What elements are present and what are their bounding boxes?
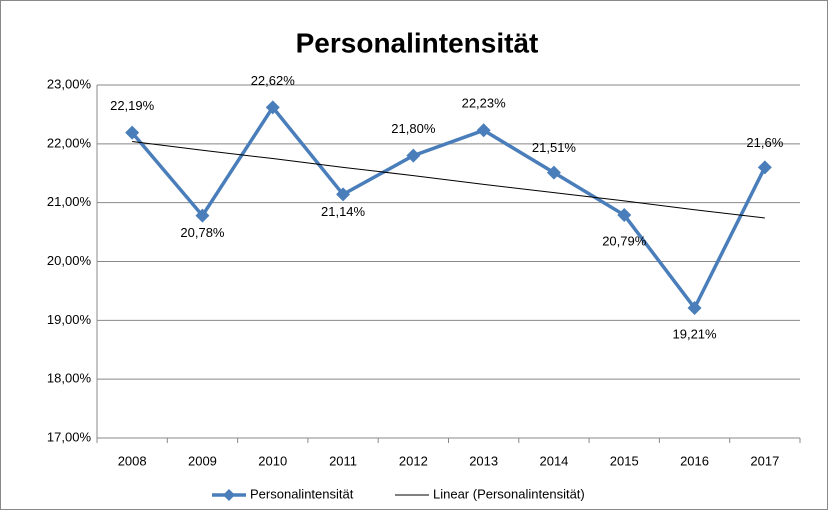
y-tick-label: 21,00% bbox=[47, 194, 92, 209]
y-tick-label: 20,00% bbox=[47, 253, 92, 268]
data-label: 22,23% bbox=[462, 96, 507, 111]
y-tick-label: 22,00% bbox=[47, 135, 92, 150]
x-tick-label: 2008 bbox=[118, 453, 147, 468]
marker bbox=[195, 208, 210, 223]
x-tick-label: 2009 bbox=[188, 453, 217, 468]
data-label: 21,51% bbox=[532, 140, 577, 155]
marker bbox=[476, 123, 491, 138]
data-label: 21,80% bbox=[391, 121, 436, 136]
marker bbox=[265, 100, 280, 115]
data-label: 21,6% bbox=[746, 135, 783, 150]
x-tick-label: 2016 bbox=[680, 453, 709, 468]
x-tick-label: 2011 bbox=[329, 453, 357, 468]
data-label: 20,79% bbox=[602, 233, 647, 248]
x-tick-label: 2013 bbox=[469, 453, 498, 468]
data-label: 20,78% bbox=[180, 225, 225, 240]
marker bbox=[406, 148, 421, 163]
marker bbox=[546, 165, 561, 180]
marker bbox=[617, 208, 632, 223]
data-line bbox=[130, 104, 767, 312]
y-tick-label: 19,00% bbox=[47, 312, 92, 327]
legend-marker bbox=[223, 489, 235, 501]
marker bbox=[687, 300, 702, 315]
y-tick-label: 17,00% bbox=[47, 429, 92, 444]
x-tick-label: 2012 bbox=[399, 453, 428, 468]
legend-label: Personalintensität bbox=[250, 486, 354, 501]
x-tick-label: 2014 bbox=[539, 453, 568, 468]
x-tick-label: 2015 bbox=[610, 453, 639, 468]
legend-label: Linear (Personalintensität) bbox=[433, 486, 585, 501]
data-label: 21,14% bbox=[321, 204, 366, 219]
chart-title: Personalintensität bbox=[296, 27, 539, 58]
marker bbox=[336, 187, 351, 202]
x-tick-label: 2010 bbox=[258, 453, 287, 468]
data-label: 22,19% bbox=[110, 98, 155, 113]
y-tick-label: 23,00% bbox=[47, 76, 92, 91]
marker bbox=[757, 160, 772, 175]
data-label: 22,62% bbox=[251, 73, 296, 88]
marker bbox=[125, 125, 140, 140]
x-tick-label: 2017 bbox=[750, 453, 779, 468]
data-label: 19,21% bbox=[673, 326, 718, 341]
trend-line bbox=[132, 140, 765, 219]
y-tick-label: 18,00% bbox=[47, 371, 92, 386]
